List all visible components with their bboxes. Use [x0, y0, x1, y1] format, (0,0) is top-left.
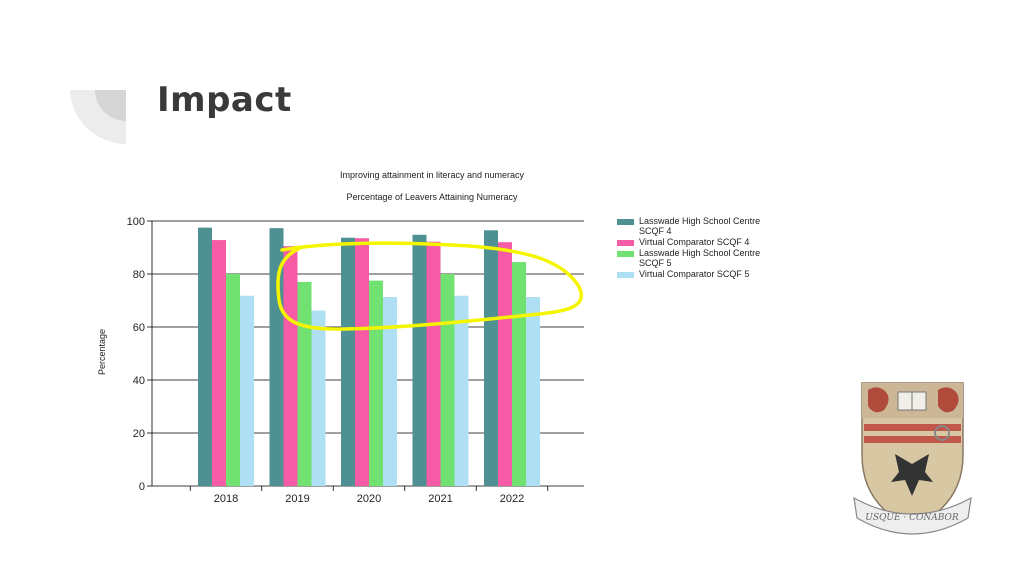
- legend-item: Lasswade High School Centre SCQF 4: [617, 216, 787, 236]
- bar: [526, 297, 540, 486]
- bar: [512, 262, 526, 486]
- legend-swatch: [617, 251, 634, 257]
- legend-swatch: [617, 240, 634, 246]
- x-tick-label: 2022: [500, 493, 524, 505]
- x-tick-label: 2020: [357, 493, 381, 505]
- bar: [212, 240, 226, 486]
- legend-label: Virtual Comparator SCQF 5: [639, 269, 750, 279]
- bar: [355, 238, 369, 486]
- chart-subtitle: Percentage of Leavers Attaining Numeracy: [346, 192, 518, 202]
- legend-label: Lasswade High School Centre SCQF 5: [639, 248, 761, 268]
- bar: [454, 295, 469, 486]
- bar: [198, 227, 212, 486]
- y-tick-label: 100: [127, 216, 145, 228]
- bar: [498, 242, 512, 486]
- bar: [412, 234, 427, 486]
- legend-label: Virtual Comparator SCQF 4: [639, 237, 750, 247]
- slide-title: Impact: [157, 80, 292, 120]
- bar: [369, 280, 383, 486]
- legend-item: Virtual Comparator SCQF 5: [617, 269, 787, 279]
- chart-legend: Lasswade High School Centre SCQF 4 Virtu…: [617, 216, 787, 280]
- bar: [426, 241, 441, 486]
- bar: [440, 274, 455, 486]
- legend-swatch: [617, 219, 634, 225]
- school-crest-logo: USQUE · CONABOR: [853, 382, 972, 535]
- y-tick-label: 60: [133, 322, 145, 334]
- bar: [226, 274, 240, 486]
- y-tick-label: 80: [133, 269, 145, 281]
- bar: [311, 310, 326, 486]
- x-tick-label: 2018: [214, 493, 238, 505]
- x-tick-label: 2021: [428, 493, 452, 505]
- bar: [297, 281, 312, 486]
- highlight-annotation: [276, 241, 584, 331]
- x-tick-label: 2019: [285, 493, 309, 505]
- bar: [383, 297, 397, 486]
- bar: [283, 246, 298, 486]
- bar: [484, 230, 498, 486]
- y-tick-label: 20: [133, 428, 145, 440]
- corner-decoration: [70, 90, 126, 145]
- legend-item: Lasswade High School Centre SCQF 5: [617, 248, 787, 268]
- legend-item: Virtual Comparator SCQF 4: [617, 237, 787, 247]
- bar: [341, 237, 355, 486]
- y-tick-label: 40: [133, 375, 145, 387]
- chart-title: Improving attainment in literacy and num…: [339, 170, 525, 180]
- legend-label: Lasswade High School Centre SCQF 4: [639, 216, 761, 236]
- y-tick-label: 0: [139, 481, 145, 493]
- bar: [240, 295, 254, 486]
- legend-swatch: [617, 272, 634, 278]
- svg-text:USQUE · CONABOR: USQUE · CONABOR: [865, 513, 959, 523]
